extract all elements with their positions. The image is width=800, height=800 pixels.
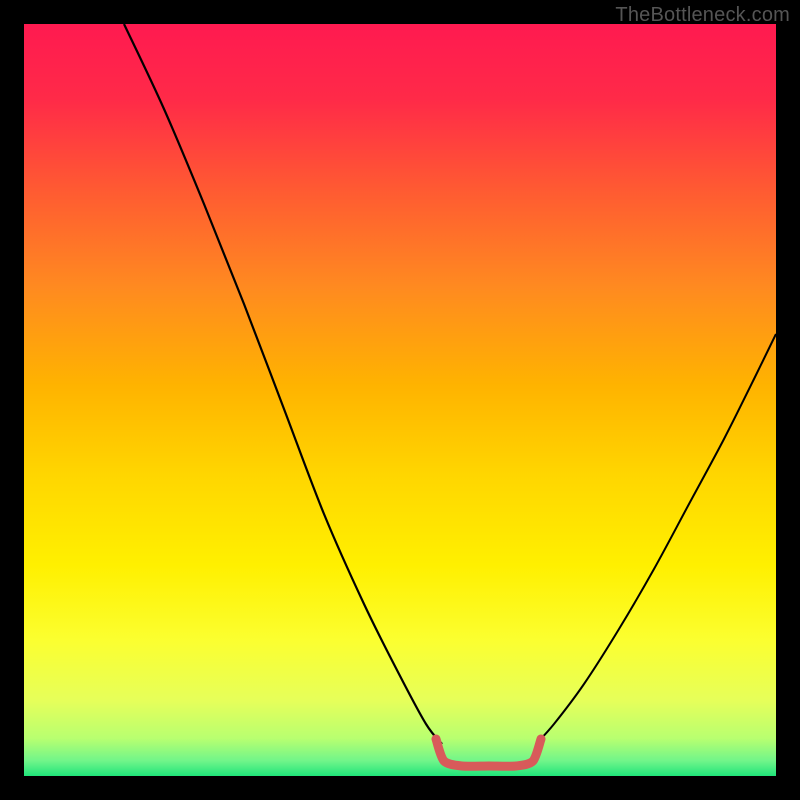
plot-area	[24, 24, 776, 776]
curve-right	[536, 334, 776, 744]
curve-layer	[24, 24, 776, 776]
watermark-label: TheBottleneck.com	[615, 4, 790, 27]
curve-bracket	[436, 739, 541, 766]
curve-left	[124, 24, 442, 744]
chart-frame	[0, 0, 800, 800]
